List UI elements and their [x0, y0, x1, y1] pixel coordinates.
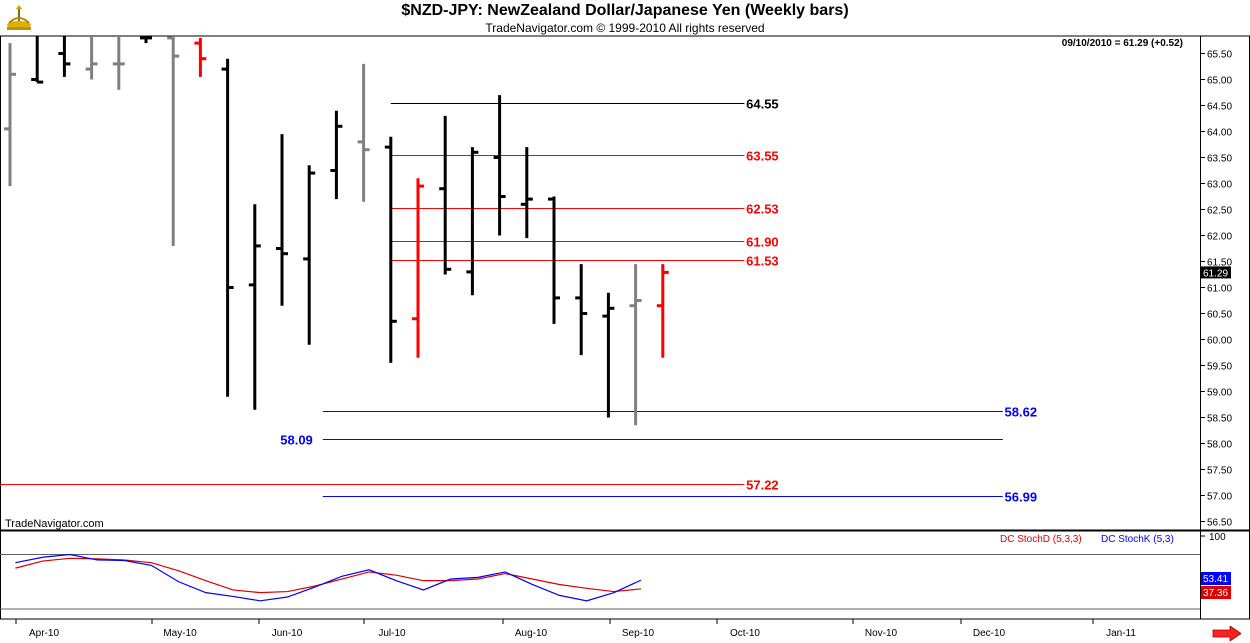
- y-tick-label: 57.50: [1207, 466, 1232, 477]
- x-tick-label: Aug-10: [515, 628, 548, 639]
- y-tick-label: 56.50: [1207, 518, 1232, 529]
- y-tick-label: 58.00: [1207, 440, 1232, 451]
- ohlc-bar: [384, 136, 397, 363]
- ohlc-bar: [31, 36, 44, 84]
- price-panel: 09/10/2010 = 61.29 (+0.52) TradeNavigator…: [0, 35, 1250, 531]
- y-tick-label: 63.00: [1207, 180, 1232, 191]
- x-tick-label: Jan-11: [1106, 628, 1136, 639]
- stoch-k-value: 53.41: [1203, 574, 1228, 585]
- y-tick-label: 57.00: [1207, 492, 1232, 503]
- watermark: TradeNavigator.com: [5, 518, 104, 530]
- level-label: 64.55: [746, 97, 779, 112]
- stoch-k-line: [15, 553, 642, 602]
- info-readout: 09/10/2010 = 61.29 (+0.52): [1062, 38, 1183, 49]
- ohlc-bar: [167, 36, 180, 246]
- ohlc-bar: [575, 264, 588, 356]
- scroll-right-arrow-icon[interactable]: [1212, 626, 1242, 641]
- level-label: 61.90: [746, 235, 779, 250]
- stoch-panel-frame: [0, 530, 1250, 620]
- y-tick-label: 65.50: [1207, 50, 1232, 61]
- ohlc-bar: [194, 37, 207, 77]
- y-tick-label: 65.00: [1207, 76, 1232, 87]
- level-label: 56.99: [1005, 490, 1038, 505]
- stochastic-panel: 100 DC StochD (5,3,3) DC StochK (5,3) 53.41…: [0, 530, 1250, 620]
- level-label: 63.55: [746, 149, 779, 164]
- price-bars: [4, 36, 669, 426]
- ohlc-bar: [466, 147, 479, 296]
- ohlc-bar: [548, 196, 560, 324]
- y-tick-label: 61.00: [1207, 284, 1232, 295]
- ohlc-bar: [4, 43, 16, 187]
- y-tick-label: 59.00: [1207, 388, 1232, 399]
- price-panel-frame: [0, 35, 1250, 531]
- stoch-d-line: [15, 557, 642, 594]
- legend-stoch-k: DC StochK (5,3): [1101, 534, 1174, 545]
- chart-title: $NZD-JPY: NewZealand Dollar/Japanese Yen…: [401, 2, 849, 19]
- ohlc-bar: [85, 36, 98, 80]
- last-price-box: [1201, 266, 1231, 279]
- stoch-tick-label: 100: [1209, 532, 1226, 543]
- y-tick-label: 64.50: [1207, 102, 1232, 113]
- ohlc-bar: [58, 36, 71, 77]
- last-price-label: 61.29: [1203, 268, 1228, 279]
- x-tick-label: May-10: [163, 628, 197, 639]
- ohlc-bar: [656, 264, 669, 358]
- x-tick-label: Sep-10: [622, 628, 655, 639]
- chart-header: $NZD-JPY: NewZealand Dollar/Japanese Yen…: [0, 0, 1250, 36]
- ohlc-bar: [493, 95, 506, 236]
- ohlc-bar: [357, 63, 370, 202]
- x-tick-label: Jul-10: [378, 628, 406, 639]
- y-tick-label: 62.00: [1207, 232, 1232, 243]
- ohlc-bar: [629, 264, 642, 426]
- stoch-k-value-box: [1201, 572, 1231, 585]
- ohlc-bar: [248, 204, 261, 410]
- y-tick-label: 63.50: [1207, 154, 1232, 165]
- level-label: 58.62: [1005, 405, 1038, 420]
- level-label: 62.53: [746, 202, 779, 217]
- legend-stoch-d: DC StochD (5,3,3): [1000, 534, 1082, 545]
- stoch-d-value-box: [1201, 586, 1231, 599]
- y-tick-label: 58.50: [1207, 414, 1232, 425]
- level-label: 61.53: [746, 254, 779, 269]
- y-tick-label: 64.00: [1207, 128, 1232, 139]
- level-label: 57.22: [746, 478, 779, 493]
- ohlc-bar: [602, 292, 615, 418]
- ohlc-bar: [303, 165, 316, 345]
- ohlc-bar: [112, 36, 125, 90]
- ohlc-bar: [276, 134, 288, 306]
- y-tick-label: 61.50: [1207, 258, 1232, 269]
- x-tick-label: Jun-10: [272, 628, 303, 639]
- chart-subtitle: TradeNavigator.com © 1999-2010 All right…: [485, 21, 765, 35]
- ohlc-bar: [520, 147, 533, 239]
- ohlc-bar: [439, 115, 452, 275]
- ohlc-bar: [140, 36, 152, 44]
- level-label: 58.09: [280, 433, 313, 448]
- y-tick-label: 59.50: [1207, 362, 1232, 373]
- y-tick-label: 62.50: [1207, 206, 1232, 217]
- ohlc-bar: [330, 110, 343, 200]
- x-tick-label: Apr-10: [29, 628, 59, 639]
- trade-navigator-logo-icon: [7, 5, 31, 30]
- x-tick-label: Oct-10: [730, 628, 760, 639]
- stoch-d-value: 37.36: [1203, 588, 1228, 599]
- x-tick-label: Nov-10: [865, 628, 898, 639]
- ohlc-bar: [221, 58, 234, 397]
- y-tick-label: 60.50: [1207, 310, 1232, 321]
- x-axis: Apr-10 May-10 Jun-10 Jul-10 Aug-10 Sep-10 Oct-…: [15, 619, 1136, 639]
- y-tick-label: 60.00: [1207, 336, 1232, 347]
- x-tick-label: Dec-10: [973, 628, 1006, 639]
- ohlc-bar: [412, 178, 424, 358]
